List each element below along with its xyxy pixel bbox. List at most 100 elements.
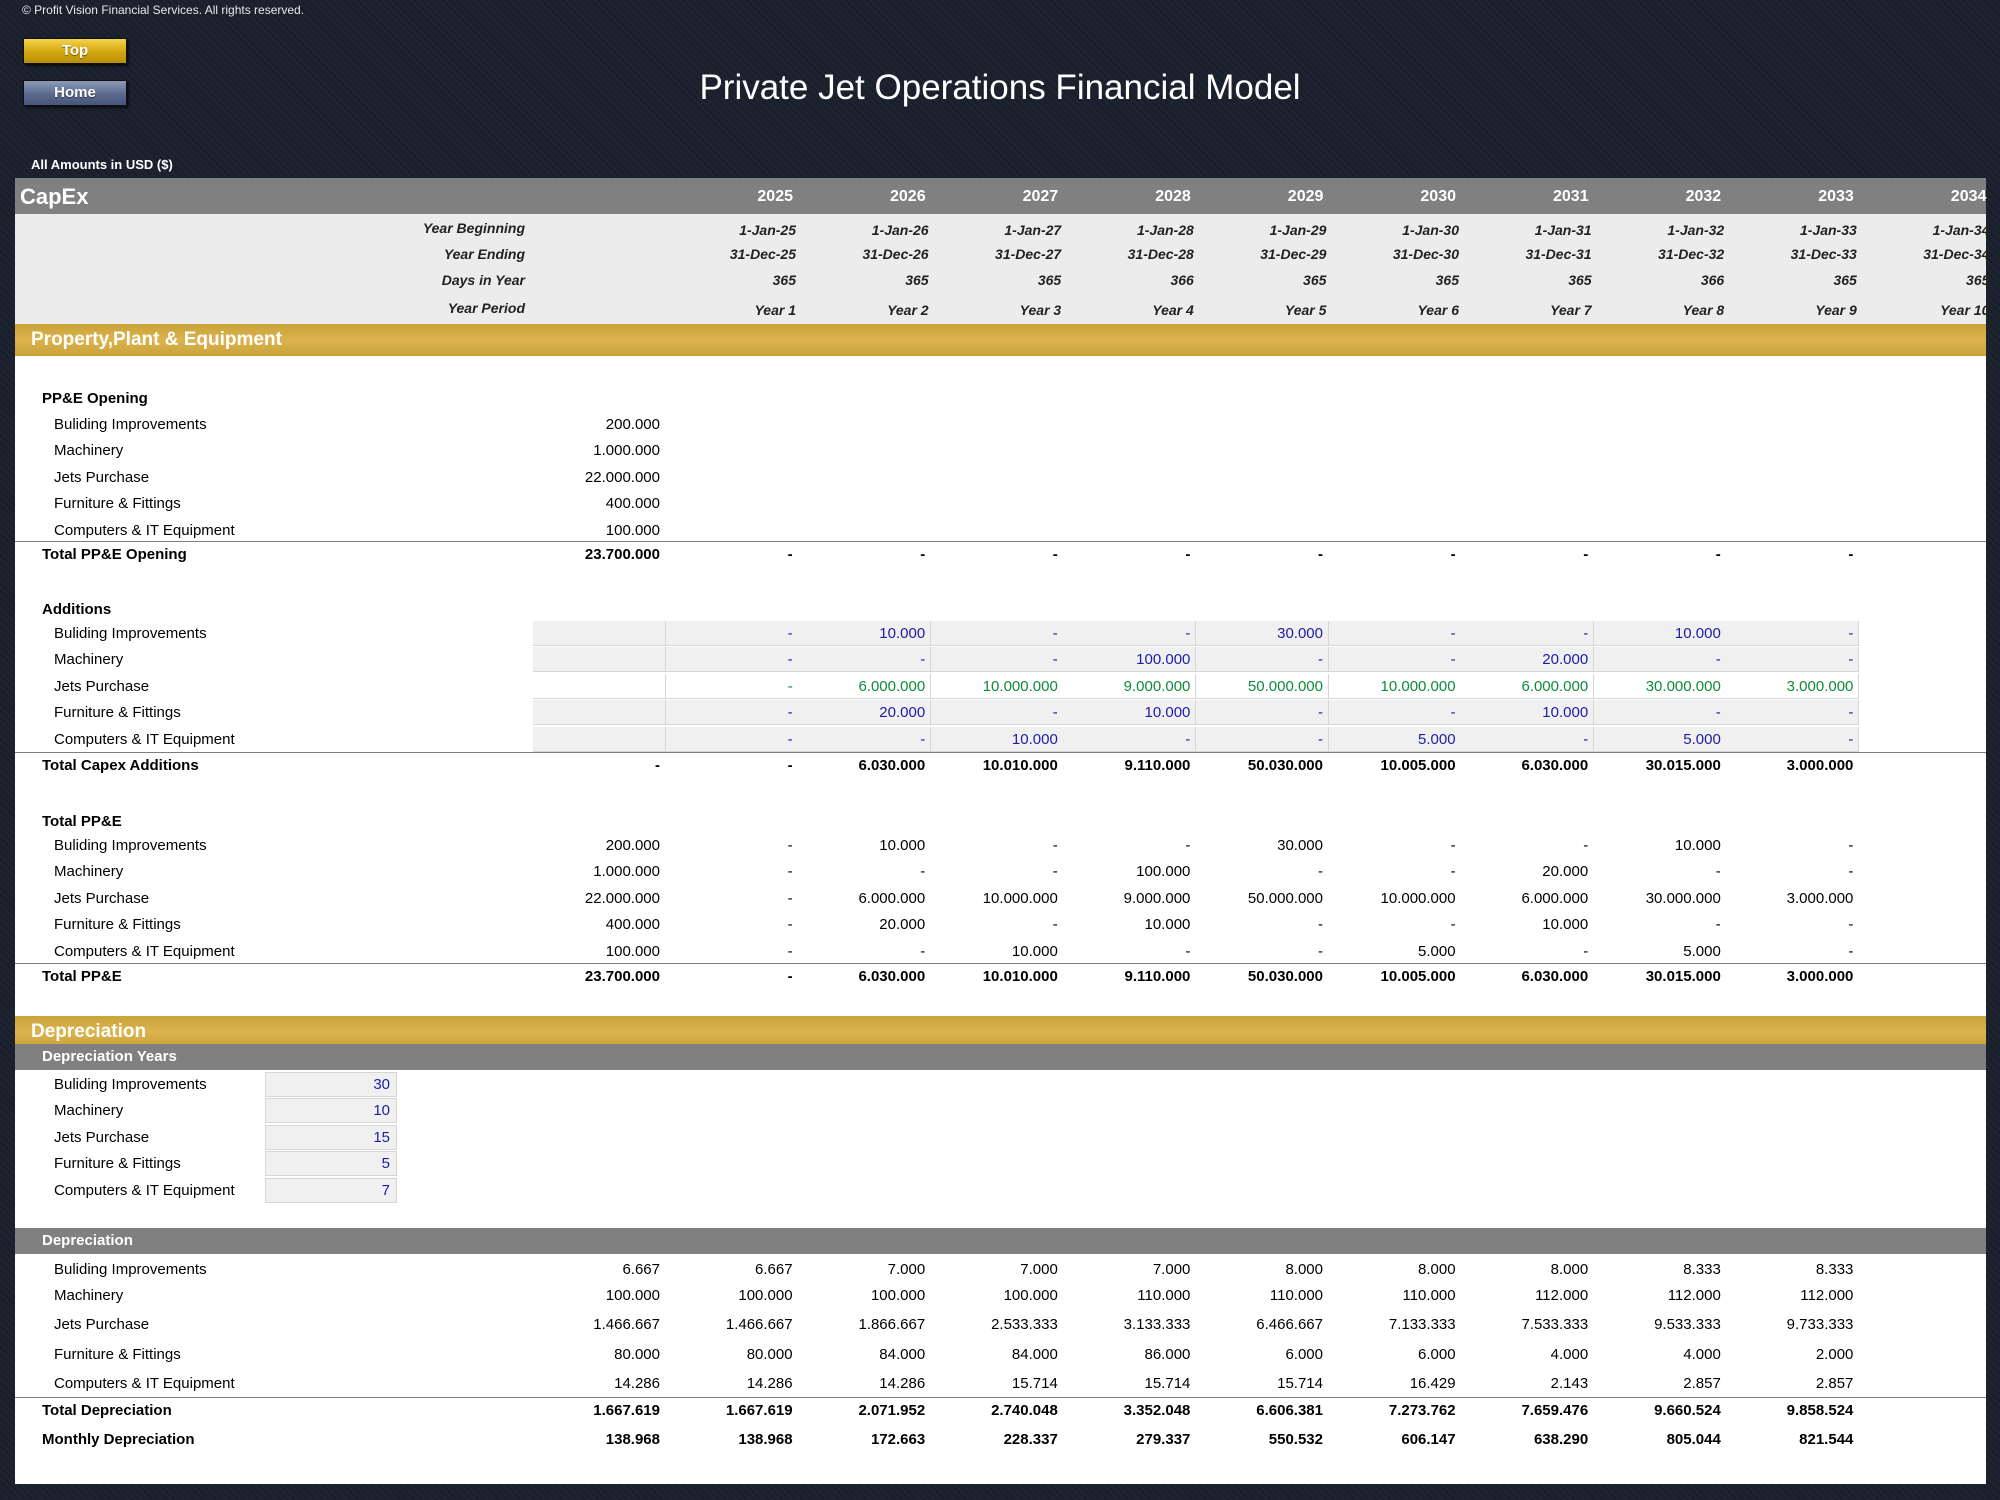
input-value[interactable]: - <box>1848 704 1854 722</box>
input-cell[interactable] <box>1328 700 1462 726</box>
input-value[interactable]: 10.000 <box>1144 704 1191 722</box>
input-value[interactable]: 5.000 <box>1418 730 1456 748</box>
input-value[interactable]: 6.000.000 <box>1521 677 1589 695</box>
input-cell[interactable] <box>798 726 932 752</box>
input-cell[interactable] <box>1593 700 1727 726</box>
input-value[interactable]: 10.000.000 <box>982 677 1058 695</box>
top-button[interactable]: Top <box>23 38 127 64</box>
input-value[interactable]: - <box>1715 651 1721 669</box>
input-cell[interactable] <box>1196 673 1329 699</box>
depreciation-years-input[interactable]: 7 <box>265 1177 397 1203</box>
input-value[interactable]: 5.000 <box>1683 730 1721 748</box>
input-value[interactable]: - <box>1318 651 1323 669</box>
input-cell[interactable] <box>1328 647 1462 673</box>
input-value[interactable]: 10.000.000 <box>1380 677 1456 695</box>
input-cell[interactable] <box>665 726 799 752</box>
input-value[interactable]: - <box>1185 625 1191 642</box>
input-cell[interactable] <box>1461 700 1595 726</box>
input-value[interactable]: - <box>1450 704 1456 722</box>
input-cell[interactable] <box>665 673 799 699</box>
input-cell[interactable] <box>1461 673 1595 699</box>
input-cell[interactable] <box>533 726 666 752</box>
input-value[interactable]: - <box>1583 625 1589 642</box>
input-value[interactable]: 50.000.000 <box>1247 677 1323 695</box>
input-value[interactable]: 100.000 <box>1136 651 1191 669</box>
input-cell[interactable] <box>665 621 799 646</box>
input-value[interactable]: 3.000.000 <box>1786 677 1854 695</box>
input-cell[interactable] <box>665 700 799 726</box>
input-value[interactable]: - <box>787 704 793 722</box>
input-value[interactable]: 20.000 <box>879 704 926 722</box>
input-value[interactable]: - <box>1450 625 1456 642</box>
input-cell[interactable] <box>1726 647 1860 673</box>
input-cell[interactable] <box>533 621 666 646</box>
input-value[interactable]: - <box>920 730 926 748</box>
input-value[interactable]: 20.000 <box>1542 651 1589 669</box>
input-cell[interactable] <box>930 647 1064 673</box>
input-value[interactable]: 30.000 <box>1277 625 1323 642</box>
input-value[interactable]: 9.000.000 <box>1123 677 1191 695</box>
input-cell[interactable] <box>798 621 932 646</box>
input-cell[interactable] <box>533 673 666 699</box>
input-cell[interactable] <box>930 673 1064 699</box>
input-cell[interactable] <box>533 700 666 726</box>
input-value[interactable]: - <box>787 651 793 669</box>
input-cell[interactable] <box>930 621 1064 646</box>
input-value[interactable]: - <box>1185 730 1191 748</box>
input-cell[interactable] <box>798 700 932 726</box>
input-cell[interactable] <box>1196 700 1329 726</box>
input-cell[interactable] <box>1063 647 1197 673</box>
input-cell[interactable] <box>1726 726 1860 752</box>
input-cell[interactable] <box>1726 700 1860 726</box>
input-cell[interactable] <box>930 726 1064 752</box>
depreciation-years-input[interactable]: 5 <box>265 1151 397 1177</box>
input-value[interactable]: - <box>1848 651 1854 669</box>
depreciation-years-input[interactable]: 30 <box>265 1072 397 1097</box>
input-cell[interactable] <box>1328 673 1462 699</box>
home-button[interactable]: Home <box>23 80 127 106</box>
input-value[interactable]: - <box>787 677 793 695</box>
depreciation-years-input[interactable]: 10 <box>265 1098 397 1124</box>
input-cell[interactable] <box>1461 726 1595 752</box>
input-cell[interactable] <box>1461 621 1595 646</box>
input-value[interactable]: - <box>1052 651 1058 669</box>
input-value[interactable]: 6.000.000 <box>858 677 926 695</box>
input-value[interactable]: 10.000 <box>1542 704 1589 722</box>
input-cell[interactable] <box>1461 647 1595 673</box>
input-value[interactable]: - <box>1052 704 1058 722</box>
input-value[interactable]: - <box>1715 704 1721 722</box>
input-value[interactable]: - <box>787 730 793 748</box>
input-cell[interactable] <box>1063 621 1197 646</box>
input-value[interactable]: - <box>787 625 793 642</box>
input-cell[interactable] <box>798 647 932 673</box>
depreciation-years-input[interactable]: 15 <box>265 1124 397 1150</box>
input-value[interactable]: - <box>1318 704 1323 722</box>
input-cell[interactable] <box>1726 621 1860 646</box>
input-cell[interactable] <box>1063 700 1197 726</box>
input-cell[interactable] <box>1593 647 1727 673</box>
input-cell[interactable] <box>1063 673 1197 699</box>
input-cell[interactable] <box>1593 673 1727 699</box>
input-cell[interactable] <box>1726 673 1860 699</box>
input-value[interactable]: 10.000 <box>1011 730 1058 748</box>
input-value[interactable]: - <box>1583 730 1589 748</box>
input-cell[interactable] <box>1593 621 1727 646</box>
input-cell[interactable] <box>1593 726 1727 752</box>
input-value[interactable]: - <box>1318 730 1323 748</box>
input-cell[interactable] <box>798 673 932 699</box>
input-value[interactable]: 30.000.000 <box>1645 677 1721 695</box>
input-value[interactable]: - <box>920 651 926 669</box>
input-value[interactable]: - <box>1848 730 1854 748</box>
input-cell[interactable] <box>1328 621 1462 646</box>
input-cell[interactable] <box>1196 647 1329 673</box>
input-value[interactable]: 10.000 <box>1674 625 1721 642</box>
input-cell[interactable] <box>1063 726 1197 752</box>
input-value[interactable]: - <box>1848 625 1854 642</box>
input-cell[interactable] <box>533 647 666 673</box>
input-cell[interactable] <box>665 647 799 673</box>
input-cell[interactable] <box>930 700 1064 726</box>
input-cell[interactable] <box>1196 621 1329 646</box>
input-cell[interactable] <box>1328 726 1462 752</box>
input-value[interactable]: - <box>1450 651 1456 669</box>
input-cell[interactable] <box>1196 726 1329 752</box>
